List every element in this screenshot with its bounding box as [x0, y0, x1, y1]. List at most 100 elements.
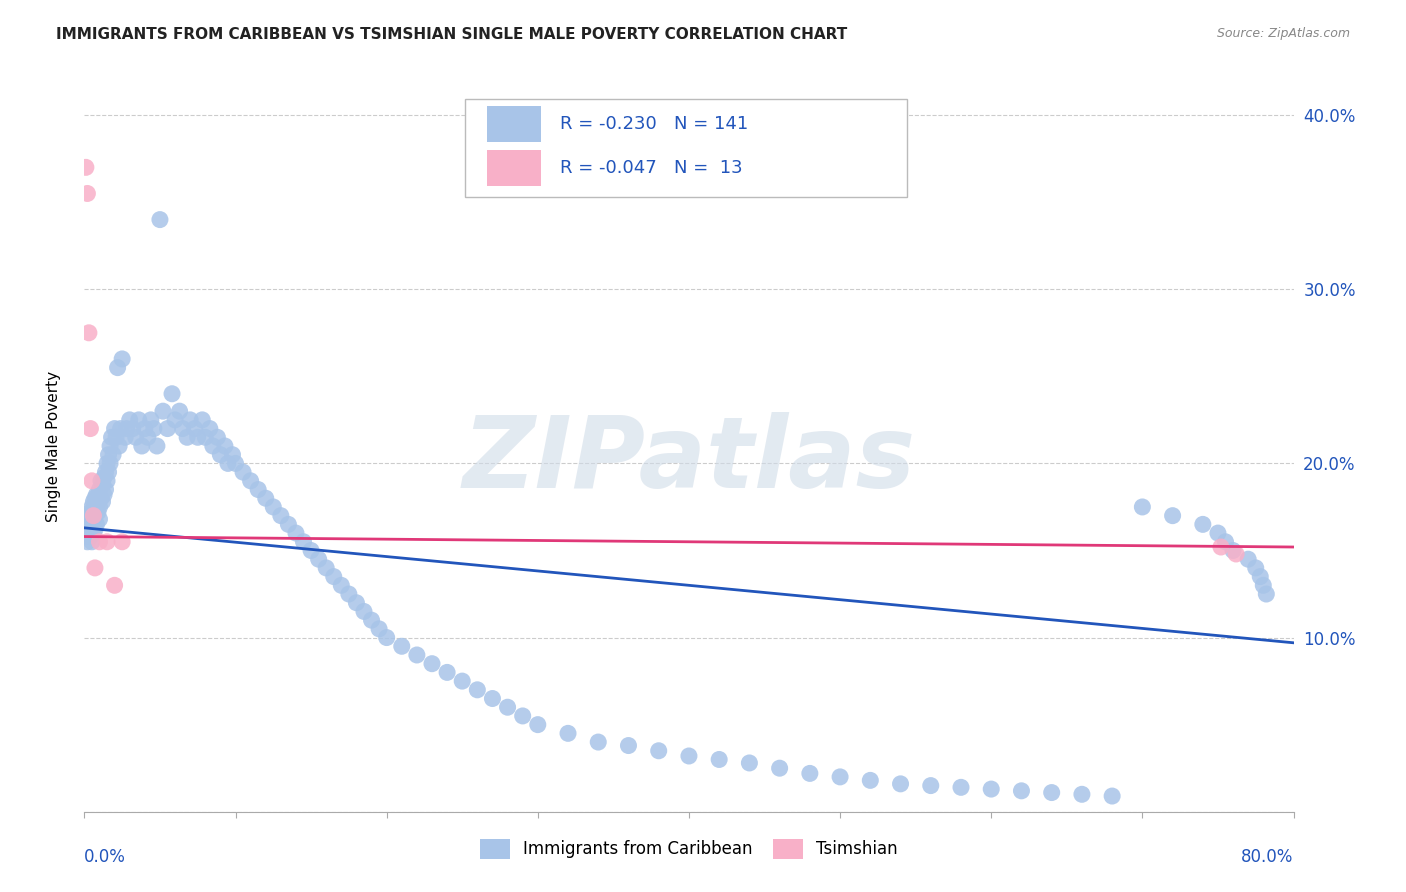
Point — [111, 351, 134, 366]
Point — [262, 500, 284, 514]
Text: IMMIGRANTS FROM CARIBBEAN VS TSIMSHIAN SINGLE MALE POVERTY CORRELATION CHART: IMMIGRANTS FROM CARIBBEAN VS TSIMSHIAN S… — [56, 27, 848, 42]
Point — [94, 465, 117, 479]
Point — [225, 457, 247, 471]
Point — [1215, 534, 1237, 549]
Point — [678, 749, 700, 764]
Point — [201, 439, 224, 453]
Point — [209, 448, 232, 462]
Point — [134, 421, 156, 435]
Point — [115, 421, 138, 435]
Point — [100, 430, 122, 444]
Point — [1161, 508, 1184, 523]
Point — [980, 782, 1002, 797]
Point — [194, 430, 217, 444]
Bar — [486, 150, 541, 186]
Point — [80, 474, 103, 488]
Point — [139, 413, 162, 427]
Point — [142, 421, 165, 435]
Point — [76, 534, 98, 549]
Point — [1222, 543, 1244, 558]
Point — [125, 430, 148, 444]
Point — [84, 505, 107, 519]
Point — [1244, 561, 1267, 575]
Point — [920, 779, 942, 793]
Point — [451, 674, 474, 689]
Point — [89, 483, 111, 497]
Point — [1206, 526, 1229, 541]
Point — [353, 604, 375, 618]
Point — [214, 439, 236, 453]
Point — [346, 596, 368, 610]
Point — [1101, 789, 1123, 803]
Point — [769, 761, 792, 775]
Text: R = -0.230   N = 141: R = -0.230 N = 141 — [560, 115, 748, 133]
Point — [172, 421, 194, 435]
Point — [277, 517, 299, 532]
Point — [232, 465, 254, 479]
Point — [75, 517, 97, 532]
Point — [90, 474, 112, 488]
Point — [406, 648, 429, 662]
Point — [104, 578, 127, 592]
Point — [91, 494, 114, 508]
Point — [82, 508, 104, 523]
Point — [254, 491, 277, 506]
Point — [1249, 569, 1271, 583]
Point — [179, 413, 201, 427]
Point — [108, 439, 131, 453]
Point — [98, 439, 121, 453]
Point — [77, 512, 100, 526]
Point — [111, 534, 134, 549]
Point — [1253, 578, 1275, 592]
Point — [80, 500, 103, 514]
Point — [94, 483, 117, 497]
Point — [859, 773, 882, 788]
Point — [89, 512, 111, 526]
Point — [82, 512, 104, 526]
Point — [738, 756, 761, 770]
Point — [221, 448, 243, 462]
Point — [1209, 540, 1232, 554]
Point — [128, 413, 150, 427]
Legend: Immigrants from Caribbean, Tsimshian: Immigrants from Caribbean, Tsimshian — [474, 832, 904, 865]
Point — [136, 430, 159, 444]
Point — [75, 161, 97, 175]
Point — [217, 457, 239, 471]
Point — [830, 770, 852, 784]
Point — [118, 413, 141, 427]
Point — [436, 665, 458, 680]
Point — [176, 430, 198, 444]
Point — [950, 780, 973, 795]
Point — [1130, 500, 1153, 514]
Point — [97, 465, 120, 479]
Point — [84, 523, 107, 537]
Point — [101, 448, 124, 462]
Point — [191, 413, 214, 427]
Point — [80, 534, 103, 549]
Text: 0.0%: 0.0% — [84, 848, 127, 866]
Point — [96, 534, 118, 549]
Point — [107, 360, 129, 375]
Point — [247, 483, 270, 497]
Point — [89, 500, 111, 514]
Point — [149, 212, 172, 227]
Point — [481, 691, 503, 706]
Point — [79, 505, 101, 519]
Point — [1237, 552, 1260, 566]
Point — [890, 777, 912, 791]
Point — [1256, 587, 1278, 601]
Point — [588, 735, 610, 749]
Point — [617, 739, 640, 753]
Text: R = -0.047   N =  13: R = -0.047 N = 13 — [560, 159, 742, 177]
Point — [169, 404, 191, 418]
Point — [87, 491, 110, 506]
Point — [80, 517, 103, 532]
Point — [114, 430, 136, 444]
Text: 80.0%: 80.0% — [1241, 848, 1294, 866]
Point — [131, 439, 153, 453]
Point — [299, 543, 322, 558]
Point — [90, 491, 112, 506]
Point — [1071, 787, 1094, 801]
Text: ZIPatlas: ZIPatlas — [463, 412, 915, 509]
Point — [96, 457, 118, 471]
